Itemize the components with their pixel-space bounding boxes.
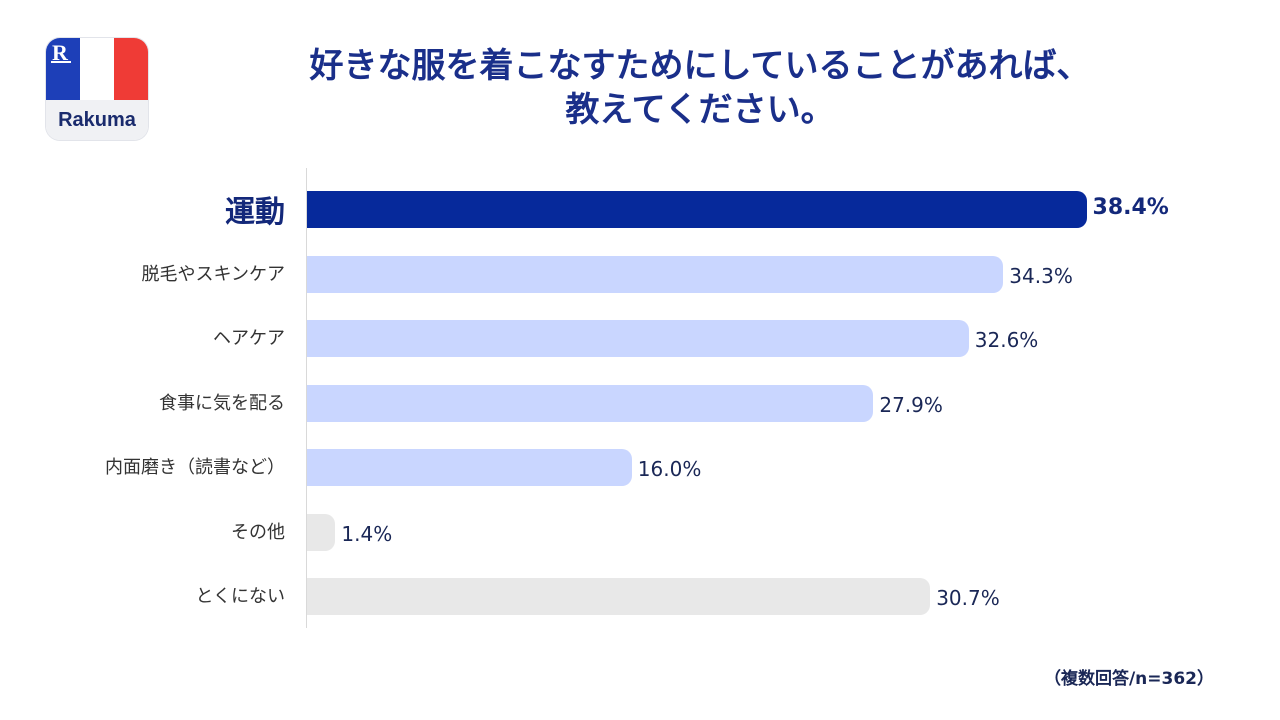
value-label: 1.4% [341,521,393,546]
logo-wordmark: Rakuma [46,100,148,140]
category-axis-line [306,168,307,628]
bar [307,384,874,422]
bar [307,578,931,615]
value-label: 27.9% [879,392,943,417]
sample-note: （複数回答/n=362） [1043,669,1214,689]
value-label: 16.0% [637,457,702,481]
category-label: 食事に気を配る [159,392,285,414]
bar [307,320,969,357]
bar [307,191,1087,228]
category-label: 脱毛やスキンケア [141,263,285,285]
value-label: 38.4% [1092,195,1169,220]
bar [307,513,336,551]
bar [307,255,1004,293]
value-label: 30.7% [936,586,1000,610]
category-label: 内面磨き（読書など） [105,457,285,478]
logo-mark: R [51,40,71,65]
category-label: ヘアケア [213,328,285,349]
category-label: とくにない [195,586,285,607]
title-line-2: 教えてください。 [565,90,835,131]
category-label: その他 [231,521,285,543]
rakuma-logo: R Rakuma [46,38,148,140]
value-label: 34.3% [1009,263,1073,288]
title-line-1: 好きな服を着こなすためにしていることがあれば、 [309,46,1091,86]
chart-title: 好きな服を着こなすためにしていることがあれば、 教えてください。 [200,44,1200,132]
flag-graphic: R [46,38,148,100]
category-label: 運動 [225,195,285,230]
bar [307,449,632,486]
value-label: 32.6% [974,328,1039,352]
